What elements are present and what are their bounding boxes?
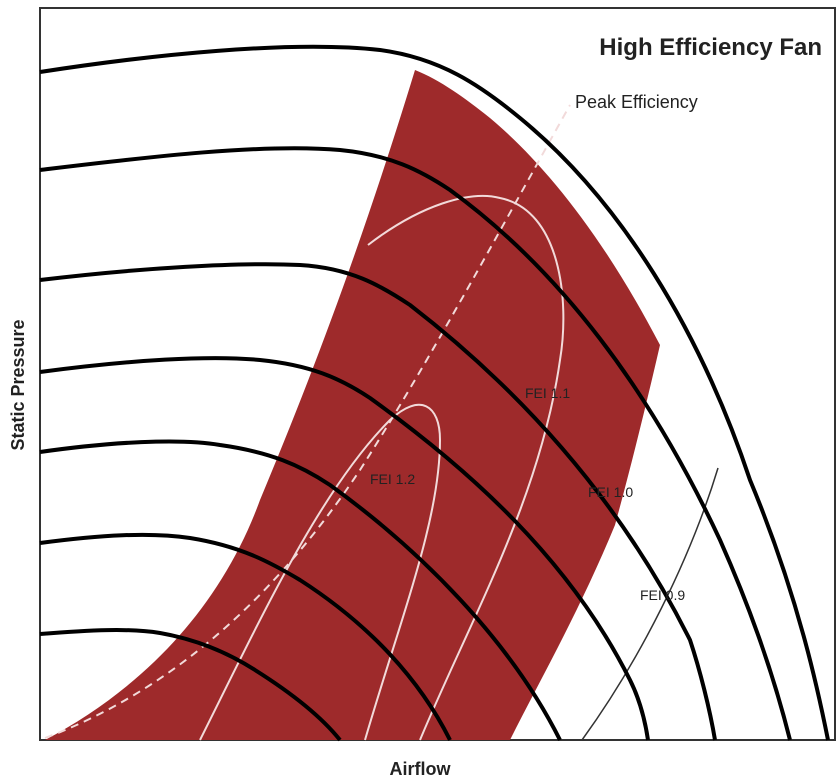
fan-curve-4: [39, 356, 650, 741]
fan-curve-2: [39, 146, 792, 741]
fei-1-1-label: FEI 1.1: [525, 385, 570, 401]
fei-1-2-contour: [199, 403, 442, 741]
peak-efficiency-line: [44, 104, 571, 739]
fan-curves: [39, 44, 830, 742]
fan-curve-6: [39, 532, 452, 741]
fei-1-0-label: FEI 1.0: [588, 484, 633, 500]
fan-curve-1: [39, 44, 830, 741]
peak-efficiency-label: Peak Efficiency: [575, 92, 698, 112]
fei-0-9-label: FEI 0.9: [640, 587, 685, 603]
y-axis-label: Static Pressure: [8, 319, 28, 450]
fan-curve-3: [39, 262, 717, 741]
fei-0-9-contour: [581, 467, 719, 741]
fan-curve-7: [39, 628, 342, 742]
x-axis-label: Airflow: [390, 759, 452, 779]
fei-1-2-label: FEI 1.2: [370, 471, 415, 487]
fan-curve-5: [39, 439, 562, 741]
chart-title: High Efficiency Fan: [599, 34, 822, 61]
